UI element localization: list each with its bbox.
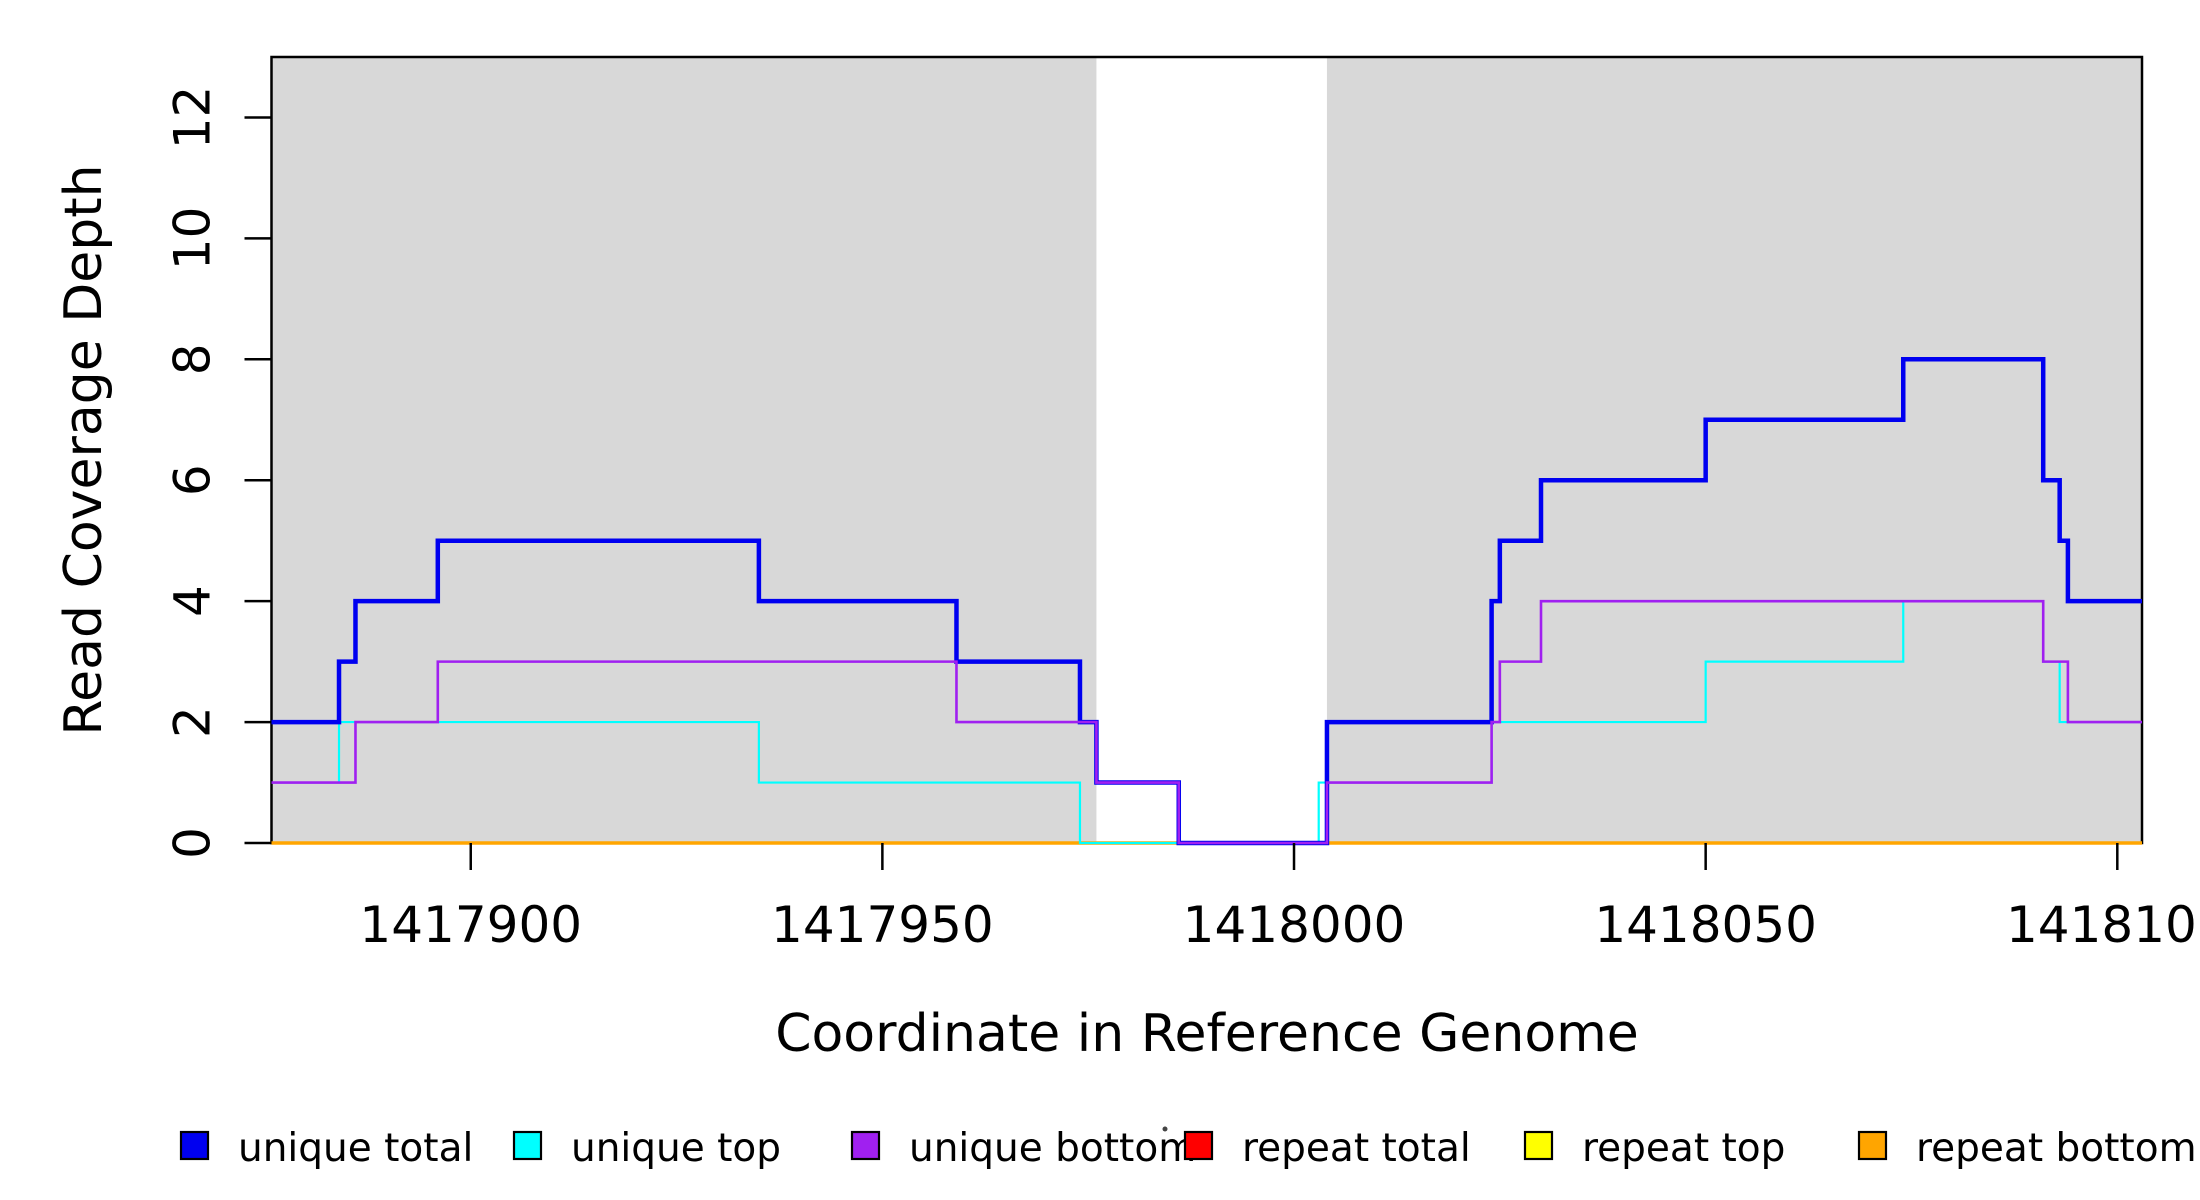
y-tick-label: 8 [164, 343, 222, 375]
legend-swatch [1183, 1130, 1214, 1161]
legend-item-unique-total: unique total [179, 1126, 473, 1171]
legend-item-repeat-top: repeat top [1523, 1126, 1785, 1171]
legend-swatch [1857, 1130, 1888, 1161]
y-tick-label: 0 [164, 827, 222, 859]
y-axis: 0 2 4 6 8 10 12 [164, 86, 272, 859]
legend-label: repeat top [1582, 1126, 1785, 1171]
x-tick-label: 1418000 [1183, 896, 1406, 954]
x-tick-label: 1417900 [359, 896, 582, 954]
legend-swatch [1523, 1130, 1554, 1161]
legend-label: unique bottom [909, 1126, 1196, 1171]
unique-region-left [271, 57, 1097, 843]
y-tick-label: 2 [164, 706, 222, 738]
y-tick-label: 6 [164, 464, 222, 496]
y-tick-label: 4 [164, 585, 222, 617]
series-lines [271, 357, 2142, 846]
x-tick-label: 1417950 [771, 896, 994, 954]
legend-label: unique total [238, 1126, 473, 1171]
shaded-regions [271, 57, 2142, 843]
x-axis-title: Coordinate in Reference Genome [775, 1004, 1639, 1064]
y-tick-label: 10 [164, 207, 222, 271]
y-tick-label: 12 [164, 86, 222, 150]
legend: unique total unique top unique bottom repea… [179, 1126, 2197, 1171]
legend-swatch [512, 1130, 543, 1161]
y-axis-title: Read Coverage Depth [54, 164, 114, 735]
legend-label: repeat total [1242, 1126, 1471, 1171]
legend-item-unique-top: unique top [512, 1126, 781, 1171]
stray-dot-artifact [1162, 1126, 1168, 1132]
legend-label: unique top [571, 1126, 781, 1171]
legend-item-unique-bottom: unique bottom [850, 1126, 1196, 1171]
legend-label: repeat bottom [1916, 1126, 2197, 1171]
legend-item-repeat-total: repeat total [1183, 1126, 1471, 1171]
legend-swatch [179, 1130, 210, 1161]
series-line-unique-bottom [271, 599, 2142, 845]
legend-swatch [850, 1130, 881, 1161]
x-tick-label: 1418050 [1594, 896, 1817, 954]
legend-item-repeat-bottom: repeat bottom [1857, 1126, 2197, 1171]
unique-region-right [1326, 57, 2142, 843]
